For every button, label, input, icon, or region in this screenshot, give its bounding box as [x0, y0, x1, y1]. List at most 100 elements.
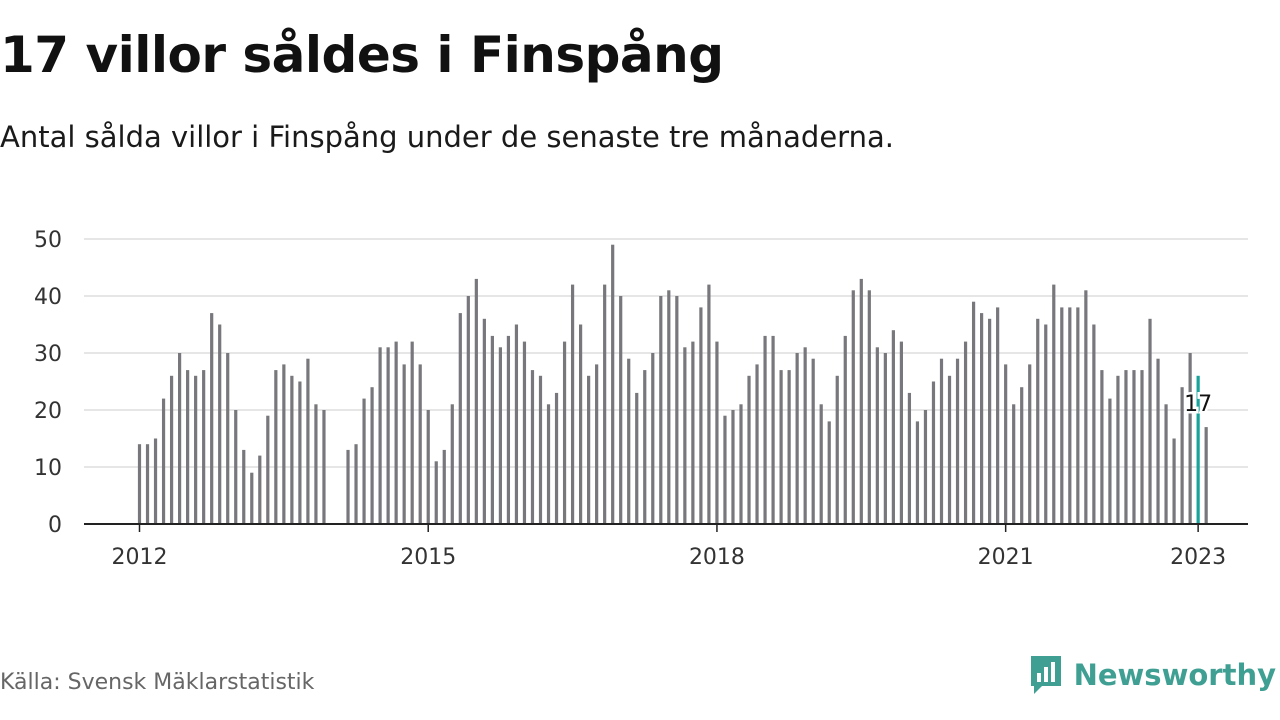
bar — [1164, 404, 1168, 524]
highlight-value-label: 17 — [1184, 392, 1212, 417]
bar — [562, 341, 567, 524]
bar — [643, 370, 647, 524]
brand-logo[interactable]: Newsworthy — [1028, 652, 1276, 698]
bar — [803, 347, 807, 524]
bar — [819, 404, 823, 524]
bar — [587, 375, 591, 524]
bar — [298, 381, 302, 524]
bar — [1172, 438, 1176, 524]
bar — [426, 410, 430, 524]
y-tick-label: 40 — [34, 285, 62, 310]
chart-subtitle: Antal sålda villor i Finspång under de s… — [0, 120, 894, 154]
bar — [153, 438, 158, 524]
bar — [234, 410, 238, 524]
bar — [939, 358, 944, 524]
bar — [795, 353, 799, 524]
bar — [434, 461, 438, 524]
bar — [554, 392, 559, 524]
bar — [145, 444, 150, 524]
bar — [763, 335, 767, 524]
bar — [1108, 398, 1112, 524]
bar — [202, 370, 206, 524]
bar — [779, 370, 783, 524]
bar — [603, 284, 607, 524]
bar — [1156, 358, 1160, 524]
bar — [907, 392, 912, 524]
bar — [450, 404, 454, 524]
bar — [570, 284, 575, 524]
bar — [683, 347, 687, 524]
bar — [290, 375, 294, 524]
bar — [402, 364, 406, 524]
bar — [867, 290, 871, 524]
x-tick-label: 2021 — [978, 545, 1034, 570]
bar — [1068, 307, 1072, 524]
bar — [619, 296, 623, 524]
bar — [883, 353, 887, 524]
annotations: 17 — [1182, 390, 1215, 420]
bar — [194, 375, 198, 524]
bar — [811, 358, 815, 524]
bar — [137, 444, 142, 524]
bar — [250, 472, 254, 524]
bar — [1044, 324, 1048, 524]
bar — [442, 449, 446, 524]
bar — [627, 358, 631, 524]
bar — [386, 347, 390, 524]
bar — [306, 358, 310, 524]
bar — [1188, 353, 1192, 524]
bar — [1204, 427, 1208, 524]
y-tick-label: 10 — [34, 456, 62, 481]
bar — [787, 370, 791, 524]
bar — [851, 290, 855, 524]
bar — [715, 341, 719, 524]
x-tick-label: 2023 — [1170, 545, 1226, 570]
bar — [522, 341, 527, 524]
bar — [691, 341, 695, 524]
bar — [739, 404, 743, 524]
bar — [699, 307, 703, 524]
y-tick-label: 50 — [34, 228, 62, 253]
bar — [378, 347, 382, 524]
bar — [659, 296, 663, 524]
bar — [611, 244, 615, 524]
bar — [1076, 307, 1080, 524]
y-tick-label: 30 — [34, 342, 62, 367]
chart-title: 17 villor såldes i Finspång — [0, 26, 724, 84]
bar — [747, 375, 751, 524]
bar — [514, 324, 519, 524]
bar — [963, 341, 968, 524]
bar — [1036, 318, 1040, 524]
bar — [242, 449, 246, 524]
bar — [354, 444, 358, 524]
bar — [915, 421, 920, 524]
bar — [827, 421, 831, 524]
x-tick-label: 2015 — [400, 545, 456, 570]
source-note: Källa: Svensk Mäklarstatistik — [0, 670, 315, 695]
bar — [675, 296, 679, 524]
bar — [498, 347, 502, 524]
y-tick-label: 20 — [34, 399, 62, 424]
y-axis: 0 10 20 30 40 50 — [34, 228, 62, 538]
bar — [988, 318, 992, 524]
bar — [923, 410, 928, 524]
bar — [635, 392, 639, 524]
bar — [579, 324, 583, 524]
bar — [1092, 324, 1096, 524]
bar — [651, 353, 655, 524]
bar — [723, 415, 727, 524]
bar — [996, 307, 1000, 524]
bar — [875, 347, 879, 524]
bar — [490, 335, 494, 524]
bar — [980, 313, 984, 524]
gridlines — [84, 238, 1248, 468]
bar — [595, 364, 599, 524]
bar — [1132, 370, 1136, 524]
bar — [546, 404, 551, 524]
bar-highlight — [1196, 375, 1200, 524]
bar — [835, 375, 839, 524]
brand-name: Newsworthy — [1073, 658, 1276, 692]
bar — [667, 290, 671, 524]
bar — [274, 370, 278, 524]
bars — [137, 244, 1208, 524]
